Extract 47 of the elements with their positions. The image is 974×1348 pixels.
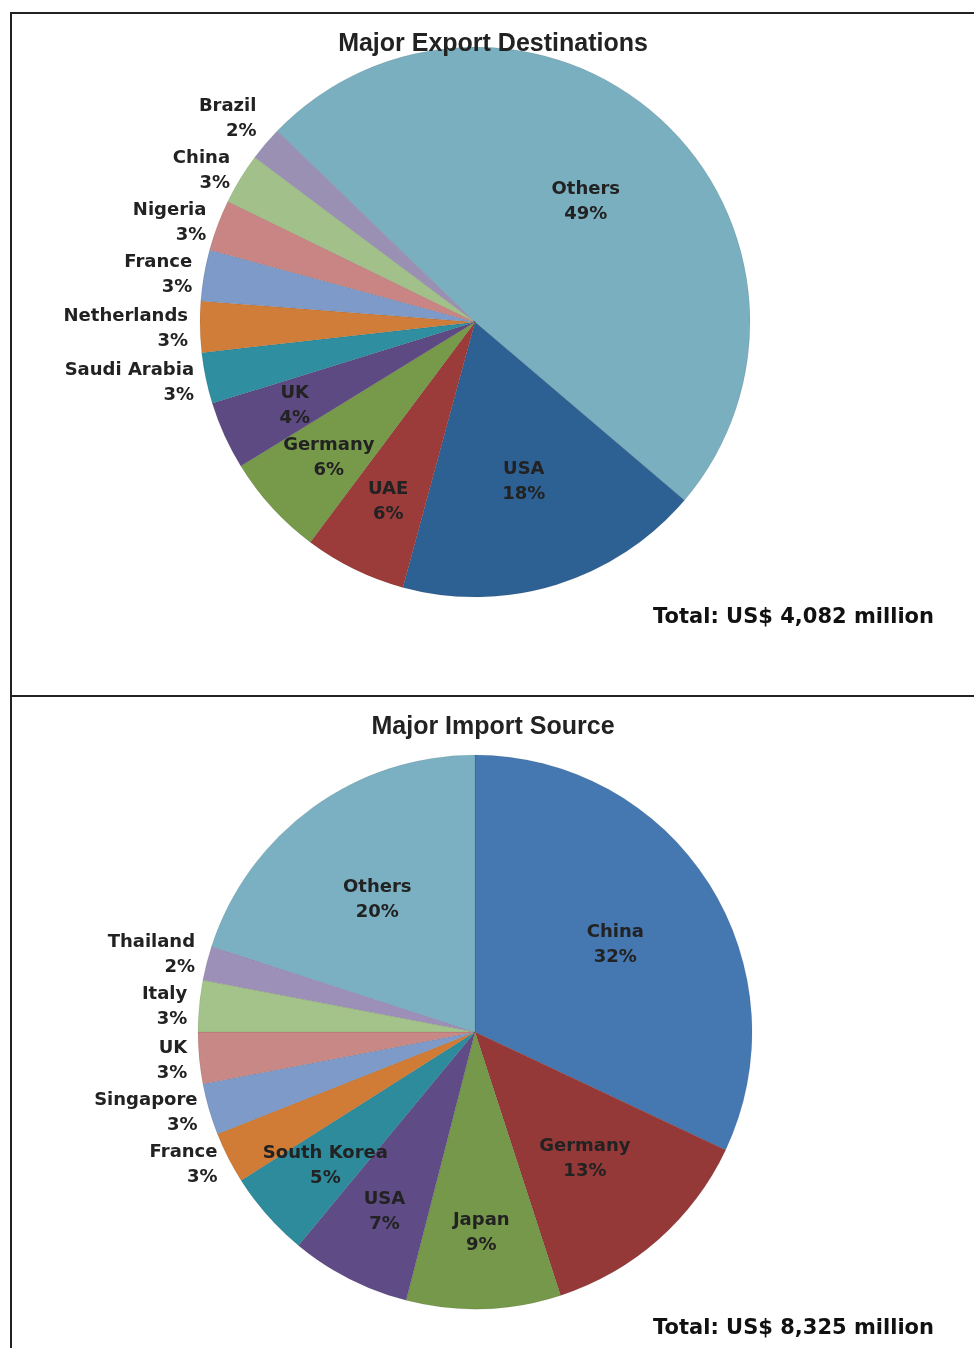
slice-label: Saudi Arabia	[64, 357, 195, 379]
data-label: 32%	[593, 944, 637, 966]
slice-label: Italy	[141, 981, 188, 1003]
slice-label: Germany	[283, 432, 375, 454]
slice-label: Germany	[539, 1133, 631, 1155]
data-label: 4%	[279, 405, 310, 427]
data-label: 5%	[310, 1165, 341, 1187]
slice-label: UAE	[368, 476, 409, 498]
data-label: 20%	[355, 899, 399, 921]
slice-label: Others	[551, 176, 621, 198]
data-label: 7%	[369, 1211, 400, 1233]
slice-label: Nigeria	[132, 198, 207, 220]
text: Total: US$ 4,082 million	[653, 604, 934, 628]
slice-label: Singapore	[94, 1088, 198, 1110]
slice-label: Brazil	[198, 94, 257, 116]
data-label: 49%	[564, 201, 608, 223]
data-label: 3%	[156, 1006, 188, 1028]
slice-label: USA	[503, 456, 545, 478]
slice-label: France	[149, 1140, 218, 1162]
slice-label: UK	[280, 380, 311, 402]
data-label: 3%	[186, 1165, 218, 1187]
slice-label: Japan	[450, 1208, 510, 1230]
slice-label: Others	[343, 874, 412, 896]
slice-label: China	[172, 146, 231, 168]
data-label: 18%	[502, 481, 546, 503]
data-label: 2%	[225, 119, 257, 141]
data-label: 3%	[156, 1061, 188, 1083]
data-label: 2%	[164, 954, 196, 976]
chart-title: Major Export Destinations	[338, 27, 648, 56]
slice-label: Netherlands	[63, 304, 189, 326]
slice-label: China	[586, 919, 644, 941]
slice-label: UK	[158, 1036, 189, 1058]
data-label: 6%	[313, 457, 345, 479]
data-label: 9%	[465, 1233, 497, 1255]
data-label: 3%	[157, 329, 189, 351]
data-label: 13%	[563, 1158, 607, 1180]
data-label: 3%	[161, 275, 193, 297]
text: Total: US$ 8,325 million	[653, 1315, 934, 1339]
slice-label: Thailand	[107, 929, 196, 951]
data-label: 3%	[175, 223, 207, 245]
data-label: 3%	[199, 171, 231, 193]
data-label: 3%	[163, 382, 195, 404]
slice-label: France	[124, 250, 193, 272]
data-label: 6%	[372, 501, 404, 523]
data-label: 3%	[166, 1113, 198, 1135]
chart-title: Major Import Source	[371, 710, 615, 739]
slice-label: USA	[363, 1186, 406, 1208]
